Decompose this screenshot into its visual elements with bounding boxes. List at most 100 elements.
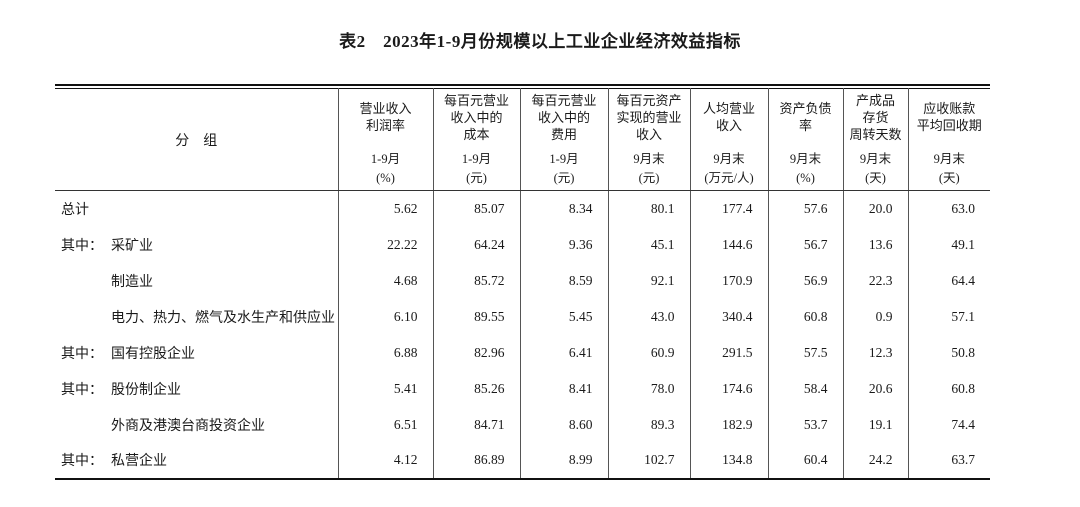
column-header-receivables-period: 应收账款 平均回收期 — [907, 88, 990, 148]
value-cell: 89.55 — [432, 298, 520, 335]
value-cell: 177.4 — [689, 190, 768, 227]
value-cell: 182.9 — [689, 406, 768, 443]
table-row: 电力、热力、燃气及水生产和供应业 6.10 89.55 5.45 43.0 34… — [55, 298, 990, 335]
value-cell: 92.1 — [607, 262, 690, 299]
value-cell: 20.6 — [842, 370, 908, 407]
value-cell: 60.8 — [907, 370, 990, 407]
value-cell: 4.68 — [337, 262, 433, 299]
row-label: 其中： 股份制企业 — [61, 382, 181, 398]
header-row-names: 分 组 营业收入 利润率 每百元营业 收入中的 成本 每百元营业 收入中的 费用… — [55, 88, 990, 192]
column-header-cost-per-100: 每百元营业 收入中的 成本 — [432, 88, 520, 148]
unit-header-0: 1-9月 (%) — [337, 147, 433, 192]
value-cell: 49.1 — [907, 226, 990, 263]
value-cell: 170.9 — [689, 262, 768, 299]
column-header-inventory-turnover-days: 产成品 存货 周转天数 — [842, 88, 908, 148]
value-cell: 6.88 — [337, 334, 433, 371]
value-cell: 8.99 — [519, 442, 608, 479]
value-cell: 56.9 — [767, 262, 843, 299]
row-label: 其中： 国有控股企业 — [61, 346, 195, 362]
value-cell: 63.0 — [907, 190, 990, 227]
indicators-table-wrap: 分 组 营业收入 利润率 每百元营业 收入中的 成本 每百元营业 收入中的 费用… — [55, 84, 990, 480]
value-cell: 43.0 — [607, 298, 690, 335]
value-cell: 9.36 — [519, 226, 608, 263]
unit-header-7: 9月末 (天) — [907, 147, 990, 192]
table-row: 其中： 采矿业 22.22 64.24 9.36 45.1 144.6 56.7 … — [55, 226, 990, 263]
unit-header-5: 9月末 (%) — [767, 147, 843, 192]
value-cell: 22.3 — [842, 262, 908, 299]
value-cell: 78.0 — [607, 370, 690, 407]
row-label: 其中： 采矿业 — [61, 238, 153, 254]
value-cell: 134.8 — [689, 442, 768, 479]
value-cell: 8.60 — [519, 406, 608, 443]
column-header-revenue-per-capita: 人均营业 收入 — [689, 88, 768, 148]
table-row: 其中： 私营企业 4.12 86.89 8.99 102.7 134.8 60.4… — [55, 442, 990, 479]
value-cell: 57.5 — [767, 334, 843, 371]
value-cell: 144.6 — [689, 226, 768, 263]
value-cell: 85.07 — [432, 190, 520, 227]
value-cell: 60.9 — [607, 334, 690, 371]
value-cell: 8.34 — [519, 190, 608, 227]
value-cell: 4.12 — [337, 442, 433, 479]
table-row: 制造业 4.68 85.72 8.59 92.1 170.9 56.9 22.3… — [55, 262, 990, 299]
value-cell: 64.24 — [432, 226, 520, 263]
table-row: 其中： 国有控股企业 6.88 82.96 6.41 60.9 291.5 57.… — [55, 334, 990, 371]
value-cell: 8.41 — [519, 370, 608, 407]
value-cell: 13.6 — [842, 226, 908, 263]
value-cell: 0.9 — [842, 298, 908, 335]
value-cell: 85.72 — [432, 262, 520, 299]
value-cell: 57.1 — [907, 298, 990, 335]
row-label: 总计 — [61, 203, 89, 218]
row-label: 其中： 私营企业 — [61, 454, 167, 470]
value-cell: 102.7 — [607, 442, 690, 479]
header-row-units: 1-9月 (%) 1-9月 (元) 1-9月 (元) 9月末 (元) 9月末 (万元/人)… — [55, 147, 990, 192]
indicators-table: 分 组 营业收入 利润率 每百元营业 收入中的 成本 每百元营业 收入中的 费用… — [55, 88, 990, 480]
unit-header-4: 9月末 (万元/人) — [689, 147, 768, 192]
value-cell: 8.59 — [519, 262, 608, 299]
value-cell: 5.62 — [337, 190, 433, 227]
row-label: 外商及港澳台商投资企业 — [111, 418, 265, 434]
value-cell: 19.1 — [842, 406, 908, 443]
unit-header-1: 1-9月 (元) — [432, 147, 520, 192]
value-cell: 5.45 — [519, 298, 608, 335]
unit-header-6: 9月末 (天) — [842, 147, 908, 192]
value-cell: 80.1 — [607, 190, 690, 227]
row-label: 制造业 — [111, 274, 153, 290]
unit-header-3: 9月末 (元) — [607, 147, 690, 192]
value-cell: 60.8 — [767, 298, 843, 335]
value-cell: 60.4 — [767, 442, 843, 479]
value-cell: 56.7 — [767, 226, 843, 263]
value-cell: 174.6 — [689, 370, 768, 407]
value-cell: 22.22 — [337, 226, 433, 263]
value-cell: 86.89 — [432, 442, 520, 479]
value-cell: 64.4 — [907, 262, 990, 299]
value-cell: 53.7 — [767, 406, 843, 443]
page-title: 表2 2023年1-9月份规模以上工业企业经济效益指标 — [339, 32, 741, 51]
row-label: 电力、热力、燃气及水生产和供应业 — [111, 310, 335, 326]
value-cell: 57.6 — [767, 190, 843, 227]
value-cell: 6.10 — [337, 298, 433, 335]
table-row: 总计 5.62 85.07 8.34 80.1 177.4 57.6 20.0 … — [55, 190, 990, 227]
column-header-profit-rate: 营业收入 利润率 — [337, 88, 433, 148]
value-cell: 58.4 — [767, 370, 843, 407]
value-cell: 89.3 — [607, 406, 690, 443]
value-cell: 63.7 — [907, 442, 990, 479]
value-cell: 50.8 — [907, 334, 990, 371]
value-cell: 6.41 — [519, 334, 608, 371]
value-cell: 20.0 — [842, 190, 908, 227]
value-cell: 82.96 — [432, 334, 520, 371]
value-cell: 291.5 — [689, 334, 768, 371]
column-header-expense-per-100: 每百元营业 收入中的 费用 — [519, 88, 608, 148]
value-cell: 5.41 — [337, 370, 433, 407]
unit-header-2: 1-9月 (元) — [519, 147, 608, 192]
value-cell: 340.4 — [689, 298, 768, 335]
value-cell: 74.4 — [907, 406, 990, 443]
value-cell: 84.71 — [432, 406, 520, 443]
value-cell: 12.3 — [842, 334, 908, 371]
value-cell: 85.26 — [432, 370, 520, 407]
column-header-group: 分 组 — [55, 88, 338, 192]
table-row: 外商及港澳台商投资企业 6.51 84.71 8.60 89.3 182.9 5… — [55, 406, 990, 443]
value-cell: 45.1 — [607, 226, 690, 263]
value-cell: 6.51 — [337, 406, 433, 443]
value-cell: 24.2 — [842, 442, 908, 479]
column-header-asset-liability-ratio: 资产负债 率 — [767, 88, 843, 148]
